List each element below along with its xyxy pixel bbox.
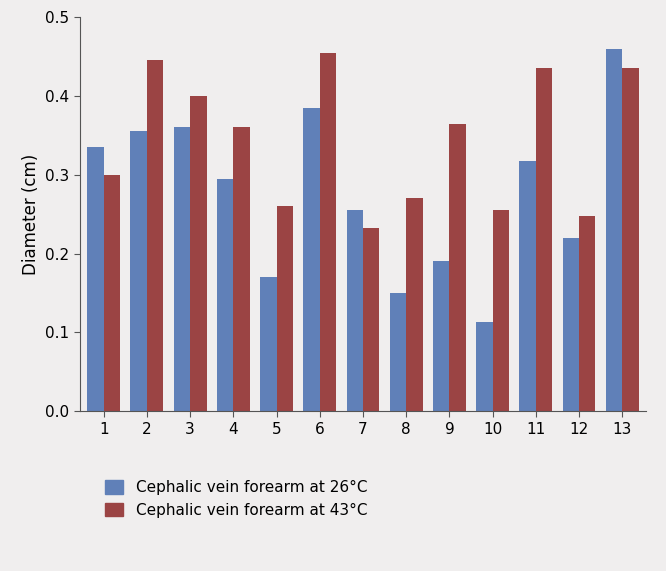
Bar	[493, 210, 509, 411]
Bar	[104, 175, 120, 411]
Bar	[174, 127, 190, 411]
Bar	[303, 108, 320, 411]
Bar	[433, 262, 450, 411]
Bar	[519, 160, 536, 411]
Y-axis label: Diameter (cm): Diameter (cm)	[22, 154, 40, 275]
Bar	[320, 53, 336, 411]
Bar	[622, 69, 639, 411]
Bar	[406, 198, 423, 411]
Bar	[190, 96, 206, 411]
Bar	[260, 277, 276, 411]
Bar	[147, 61, 163, 411]
Bar	[276, 206, 293, 411]
Bar	[87, 147, 104, 411]
Bar	[233, 127, 250, 411]
Bar	[579, 216, 595, 411]
Bar	[390, 293, 406, 411]
Bar	[217, 179, 233, 411]
Bar	[346, 210, 363, 411]
Bar	[606, 49, 622, 411]
Bar	[563, 238, 579, 411]
Bar	[476, 322, 493, 411]
Legend: Cephalic vein forearm at 26°C, Cephalic vein forearm at 43°C: Cephalic vein forearm at 26°C, Cephalic …	[99, 474, 373, 524]
Bar	[536, 69, 552, 411]
Bar	[363, 227, 380, 411]
Bar	[131, 131, 147, 411]
Bar	[450, 123, 466, 411]
